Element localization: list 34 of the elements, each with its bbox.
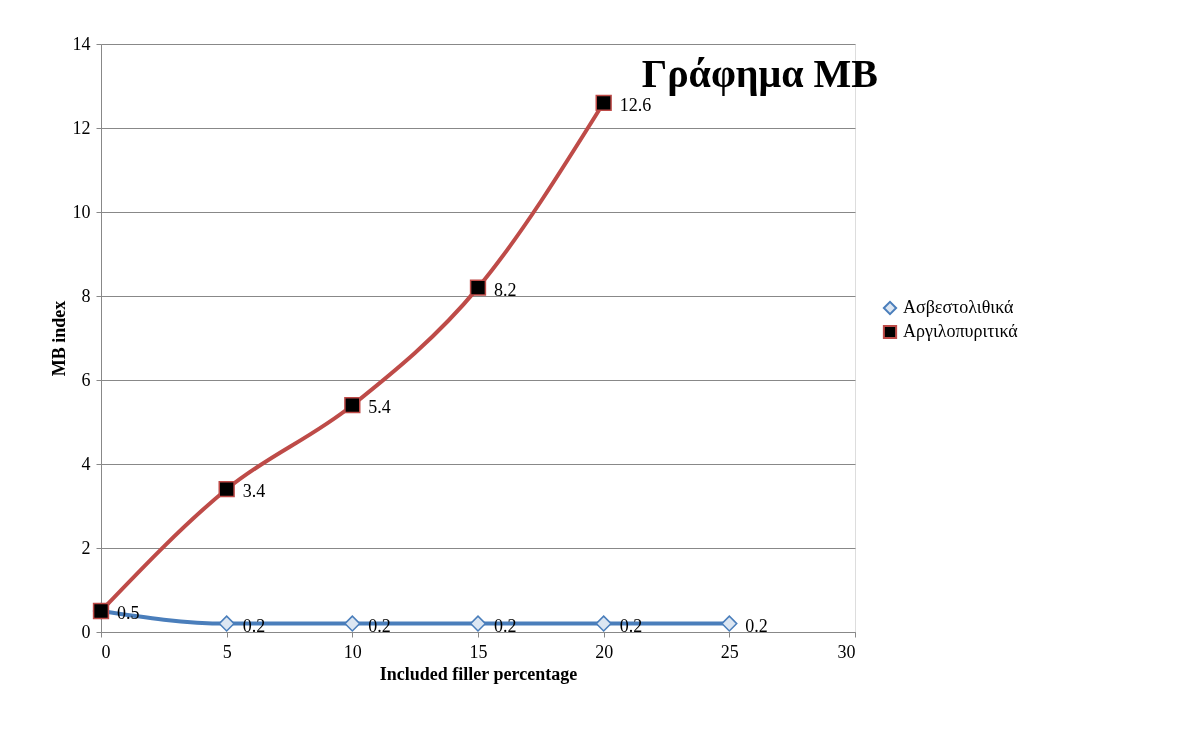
data-label: 12.6 <box>619 94 652 115</box>
point <box>595 615 612 632</box>
y-tick-label: 6 <box>81 369 91 390</box>
point <box>595 94 612 111</box>
data-label: 8.2 <box>494 279 517 300</box>
data-label: 3.4 <box>242 481 266 502</box>
point <box>218 615 235 632</box>
point <box>344 397 361 414</box>
point <box>721 615 738 632</box>
y-axis-title: MB index <box>48 300 69 377</box>
y-tick-label: 4 <box>81 453 91 474</box>
x-tick-label: 5 <box>222 641 232 662</box>
point <box>469 615 487 632</box>
y-tick-label: 2 <box>81 537 91 558</box>
y-tick-label: 14 <box>72 33 91 54</box>
x-tick-label: 25 <box>720 641 739 662</box>
data-label: 0.2 <box>745 615 768 636</box>
legend-label: Ασβεστολιθικά <box>903 297 1015 317</box>
x-tick-label: 20 <box>595 641 614 662</box>
y-tick-label: 0 <box>81 621 91 642</box>
x-tick-label: 10 <box>343 641 362 662</box>
x-tick-label: 15 <box>469 641 488 662</box>
x-axis-title: Included filler percentage <box>379 663 578 684</box>
point <box>218 481 235 498</box>
point <box>469 279 487 296</box>
x-tick-label: 0 <box>101 641 111 662</box>
y-tick-label: 8 <box>81 285 91 306</box>
data-label: 5.4 <box>368 397 391 418</box>
chart-title: Γράφημα MB <box>641 51 878 96</box>
y-tick-label: 12 <box>72 117 91 138</box>
legend-label: Αργιλοπυριτικά <box>903 321 1019 341</box>
y-tick-label: 10 <box>72 201 91 222</box>
point <box>344 615 361 632</box>
x-tick-label: 30 <box>837 641 856 662</box>
